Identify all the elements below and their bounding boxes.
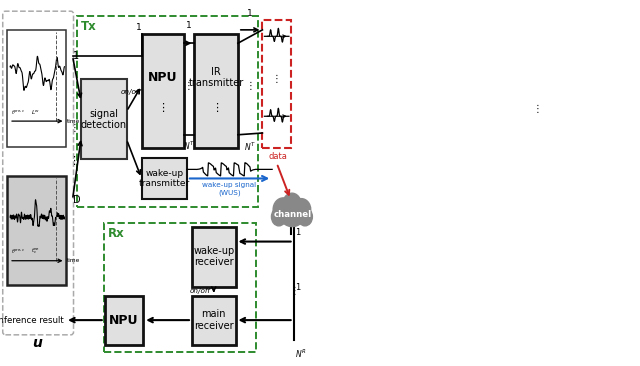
Bar (192, 227, 236, 287)
Text: IR
transmitter: IR transmitter (188, 67, 244, 88)
Text: ⋮: ⋮ (211, 104, 221, 113)
Bar (77, 16, 258, 207)
Ellipse shape (292, 199, 310, 220)
Text: ⋮: ⋮ (184, 81, 194, 90)
Text: ⋮: ⋮ (68, 156, 79, 166)
Bar (195, 34, 238, 149)
Bar (141, 158, 187, 199)
Text: 1: 1 (247, 9, 253, 18)
Text: $N^R$: $N^R$ (295, 348, 307, 360)
Ellipse shape (280, 205, 305, 227)
Text: inference result: inference result (0, 315, 63, 325)
Text: on/off: on/off (120, 89, 141, 95)
Text: wake-up signal
(WUS): wake-up signal (WUS) (202, 182, 257, 195)
Text: $\boldsymbol{u}$: $\boldsymbol{u}$ (33, 336, 44, 350)
Bar (104, 223, 257, 352)
Text: $L^w$: $L^w$ (31, 109, 40, 117)
Bar (262, 19, 291, 149)
Ellipse shape (283, 193, 301, 214)
Text: NPU: NPU (109, 314, 139, 326)
Text: 1: 1 (72, 51, 79, 61)
Bar (105, 296, 143, 345)
Text: 1: 1 (295, 228, 300, 237)
Text: D: D (72, 195, 80, 205)
Bar (141, 34, 184, 149)
Text: time: time (67, 258, 80, 263)
Text: Rx: Rx (108, 227, 125, 240)
Text: ⋮: ⋮ (69, 123, 79, 133)
Text: 1: 1 (186, 22, 192, 30)
Bar (8, 176, 66, 285)
Text: ⋮: ⋮ (245, 81, 255, 90)
Text: ⋮: ⋮ (532, 104, 543, 114)
Bar (8, 30, 66, 147)
Bar (192, 296, 236, 345)
Text: 1: 1 (136, 23, 142, 32)
Text: ⋮: ⋮ (157, 104, 168, 113)
Text: $N^T$: $N^T$ (244, 141, 256, 153)
Text: $t_c^{\mathrm{ne}}$: $t_c^{\mathrm{ne}}$ (31, 247, 40, 256)
Text: main
receiver: main receiver (194, 309, 234, 331)
Text: on/off: on/off (189, 288, 211, 294)
Text: NPU: NPU (148, 71, 177, 84)
Text: channel: channel (273, 210, 311, 220)
Text: $t^{\mathrm{pre},c}$: $t^{\mathrm{pre},c}$ (12, 108, 26, 117)
FancyBboxPatch shape (3, 11, 74, 335)
Text: Tx: Tx (81, 19, 97, 33)
Ellipse shape (298, 208, 312, 226)
Text: ⋮: ⋮ (272, 74, 282, 84)
Ellipse shape (271, 208, 286, 226)
Text: $N^T$: $N^T$ (183, 139, 195, 152)
Bar (81, 79, 127, 159)
Text: $t^{\mathrm{pre},c}$: $t^{\mathrm{pre},c}$ (12, 247, 26, 256)
Text: time: time (67, 119, 80, 124)
Text: signal
detection: signal detection (81, 109, 127, 130)
Text: wake-up
receiver: wake-up receiver (193, 246, 234, 267)
Text: 1: 1 (295, 283, 300, 292)
Text: ⋮: ⋮ (290, 286, 300, 296)
Ellipse shape (273, 198, 293, 221)
Text: wake-up
transmitter: wake-up transmitter (139, 169, 190, 188)
Text: data: data (269, 152, 288, 161)
